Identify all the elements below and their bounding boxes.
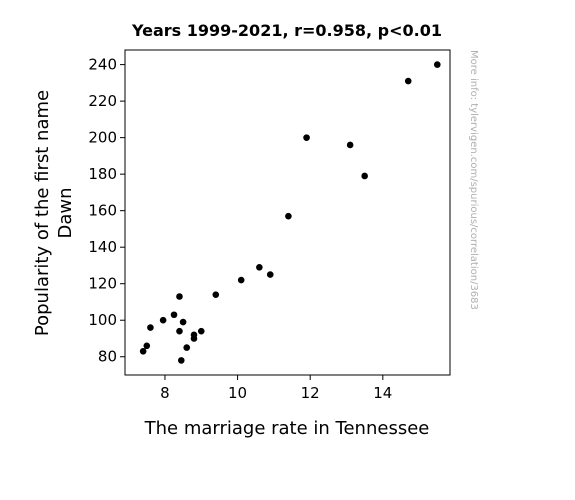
data-point	[404, 77, 412, 85]
y-tick-label: 140	[88, 238, 117, 256]
data-point	[256, 263, 263, 271]
x-tick-label: 10	[228, 384, 247, 402]
data-point	[197, 327, 205, 335]
data-point	[303, 134, 310, 141]
data-point	[237, 276, 245, 284]
y-tick-label: 240	[88, 56, 117, 74]
y-tick-label: 220	[88, 92, 117, 110]
data-point	[143, 342, 151, 350]
x-axis-label: The marriage rate in Tennessee	[144, 418, 430, 439]
x-axis: 8 10 12 14	[160, 375, 392, 402]
chart-title: Years 1999-2021, r=0.958, p<0.01	[131, 21, 442, 40]
data-point	[139, 347, 147, 355]
data-point	[179, 318, 187, 326]
data-point	[361, 172, 368, 180]
data-point	[176, 293, 183, 300]
data-point	[176, 327, 183, 335]
data-point	[170, 311, 178, 319]
data-point	[266, 271, 274, 278]
watermark-text: More info: tylervigen.com/spurious/corre…	[468, 50, 479, 310]
y-tick-label: 120	[88, 275, 117, 293]
watermark: More info: tylervigen.com/spurious/corre…	[468, 50, 479, 310]
x-tick-label: 14	[373, 384, 392, 402]
y-tick-label: 200	[88, 129, 117, 147]
y-axis: 80 100 120 140 160 180 200 220 240	[88, 56, 125, 366]
y-axis-label: Popularity of the first name Dawn	[32, 90, 76, 336]
y-tick-label: 180	[88, 165, 117, 183]
y-tick-label: 80	[98, 348, 117, 366]
x-tick-label: 8	[160, 384, 170, 402]
plot-area	[124, 49, 451, 376]
data-point	[177, 357, 185, 364]
y-axis-label-line-2: Dawn	[55, 187, 76, 238]
y-tick-label: 160	[88, 202, 117, 220]
data-point	[183, 344, 191, 351]
y-axis-label-line-1: Popularity of the first name	[32, 90, 53, 336]
data-point	[190, 335, 198, 342]
data-point	[285, 212, 292, 220]
data-points	[139, 61, 441, 364]
data-point	[147, 324, 154, 331]
data-point	[212, 291, 220, 298]
data-point	[346, 141, 354, 149]
y-tick-label: 100	[88, 311, 117, 329]
x-tick-label: 12	[301, 384, 320, 402]
data-point	[159, 316, 167, 324]
data-point	[433, 61, 441, 68]
